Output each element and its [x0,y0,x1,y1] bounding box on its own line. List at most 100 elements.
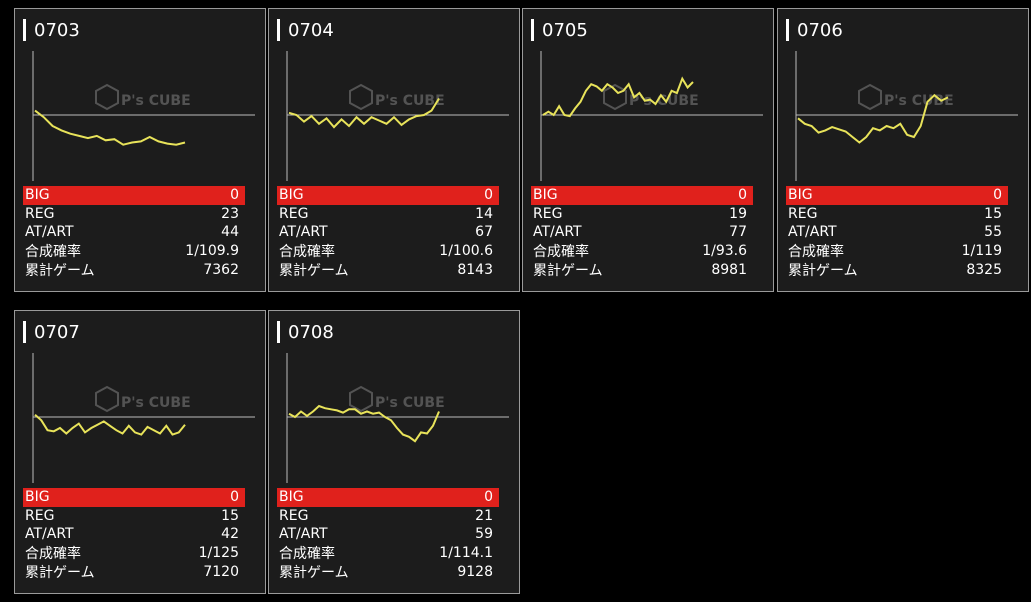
pscube-watermark-logo: P's CUBE [95,83,191,111]
stat-label: REG [788,205,818,222]
stat-label: BIG [279,489,304,506]
slump-graph: P's CUBE [32,51,255,181]
stats-table: BIG 0 REG 15 AT/ART 42 合成確率 1/125 累計ゲーム 7120 [23,488,245,581]
stat-value: 1/93.6 [702,243,747,260]
machine-number: 0708 [288,321,334,343]
stat-row-at: AT/ART 67 [277,223,499,242]
slump-line [34,109,186,146]
machine-card[interactable]: 0705 P's CUBE BIG 0 REG 19 AT/ART 77 合成確率 1/93.6 累… [522,8,774,292]
stat-row-reg: REG 14 [277,205,499,224]
slump-graph: P's CUBE [540,51,763,181]
stat-value: 55 [984,224,1002,241]
stat-value: 7120 [203,563,239,580]
pscube-watermark-logo: P's CUBE [349,83,445,111]
cube-logo-icon [95,385,119,413]
machine-card[interactable]: 0708 P's CUBE BIG 0 REG 21 AT/ART 59 合成確率 1/114.1… [268,310,520,594]
machine-number: 0704 [288,19,334,41]
stat-row-games: 累計ゲーム 9128 [277,562,499,581]
logo-text: P's CUBE [121,93,191,109]
machine-number: 0703 [34,19,80,41]
slump-line [34,414,186,436]
stat-label: REG [279,507,309,524]
stat-row-prob: 合成確率 1/114.1 [277,544,499,563]
machine-number: 0706 [797,19,843,41]
stat-label: 合成確率 [25,244,81,261]
stat-row-big: BIG 0 [23,488,245,507]
stat-value: 21 [475,507,493,524]
slump-graph: P's CUBE [286,353,509,483]
stat-value: 0 [738,187,747,204]
title-accent-bar [23,321,26,343]
stat-label: 合成確率 [533,244,589,261]
stat-label: BIG [788,187,813,204]
stat-row-big: BIG 0 [277,186,499,205]
stat-label: REG [25,205,55,222]
stat-label: 累計ゲーム [25,564,95,581]
stat-label: 累計ゲーム [788,262,858,279]
stat-label: 累計ゲーム [279,564,349,581]
pscube-watermark-logo: P's CUBE [95,385,191,413]
machine-card[interactable]: 0703 P's CUBE BIG 0 REG 23 AT/ART 44 合成確率 1/109.9… [14,8,266,292]
stat-value: 8143 [457,261,493,278]
logo-text: P's CUBE [121,395,191,411]
stat-value: 23 [221,205,239,222]
stat-label: AT/ART [279,224,328,241]
cube-logo-icon [858,83,882,111]
stat-row-reg: REG 15 [786,205,1008,224]
slump-graph: P's CUBE [32,353,255,483]
stat-label: 累計ゲーム [25,262,95,279]
card-header: 0705 [531,19,588,41]
stat-row-at: AT/ART 77 [531,223,753,242]
stat-value: 0 [993,187,1002,204]
stat-label: REG [279,205,309,222]
pscube-watermark-logo: P's CUBE [603,83,699,111]
machine-card[interactable]: 0704 P's CUBE BIG 0 REG 14 AT/ART 67 合成確率 1/100.6… [268,8,520,292]
machine-number: 0707 [34,321,80,343]
title-accent-bar [277,19,280,41]
stat-row-big: BIG 0 [531,186,753,205]
stat-value: 15 [984,205,1002,222]
title-accent-bar [531,19,534,41]
stat-row-prob: 合成確率 1/125 [23,544,245,563]
stat-row-reg: REG 21 [277,507,499,526]
logo-text: P's CUBE [375,93,445,109]
stat-value: 59 [475,526,493,543]
stat-row-reg: REG 19 [531,205,753,224]
slump-line [288,97,440,129]
stat-value: 0 [484,187,493,204]
stats-table: BIG 0 REG 19 AT/ART 77 合成確率 1/93.6 累計ゲーム 8981 [531,186,753,279]
stat-row-prob: 合成確率 1/109.9 [23,242,245,261]
stats-table: BIG 0 REG 21 AT/ART 59 合成確率 1/114.1 累計ゲーム 9128 [277,488,499,581]
pscube-watermark-logo: P's CUBE [349,385,445,413]
slump-line [288,404,440,443]
stat-label: AT/ART [279,526,328,543]
card-header: 0708 [277,321,334,343]
machine-card[interactable]: 0706 P's CUBE BIG 0 REG 15 AT/ART 55 合成確率 1/119 累計… [777,8,1029,292]
stat-label: BIG [279,187,304,204]
stat-value: 15 [221,507,239,524]
stat-label: 合成確率 [788,244,844,261]
slump-line [542,76,694,118]
stat-row-prob: 合成確率 1/119 [786,242,1008,261]
card-header: 0703 [23,19,80,41]
stat-value: 42 [221,526,239,543]
stat-label: AT/ART [25,224,74,241]
title-accent-bar [786,19,789,41]
stat-label: BIG [25,187,50,204]
stat-value: 67 [475,224,493,241]
logo-text: P's CUBE [629,93,699,109]
stat-value: 1/114.1 [439,545,493,562]
stat-value: 1/125 [198,545,239,562]
stat-value: 0 [484,489,493,506]
stat-label: REG [25,507,55,524]
cube-logo-icon [603,83,627,111]
stat-value: 19 [729,205,747,222]
machine-card[interactable]: 0707 P's CUBE BIG 0 REG 15 AT/ART 42 合成確率 1/125 累計… [14,310,266,594]
slump-line [797,93,949,144]
stat-value: 9128 [457,563,493,580]
pscube-watermark-logo: P's CUBE [858,83,954,111]
slump-graph: P's CUBE [795,51,1018,181]
stat-row-games: 累計ゲーム 7362 [23,260,245,279]
logo-text: P's CUBE [375,395,445,411]
stat-value: 8325 [966,261,1002,278]
